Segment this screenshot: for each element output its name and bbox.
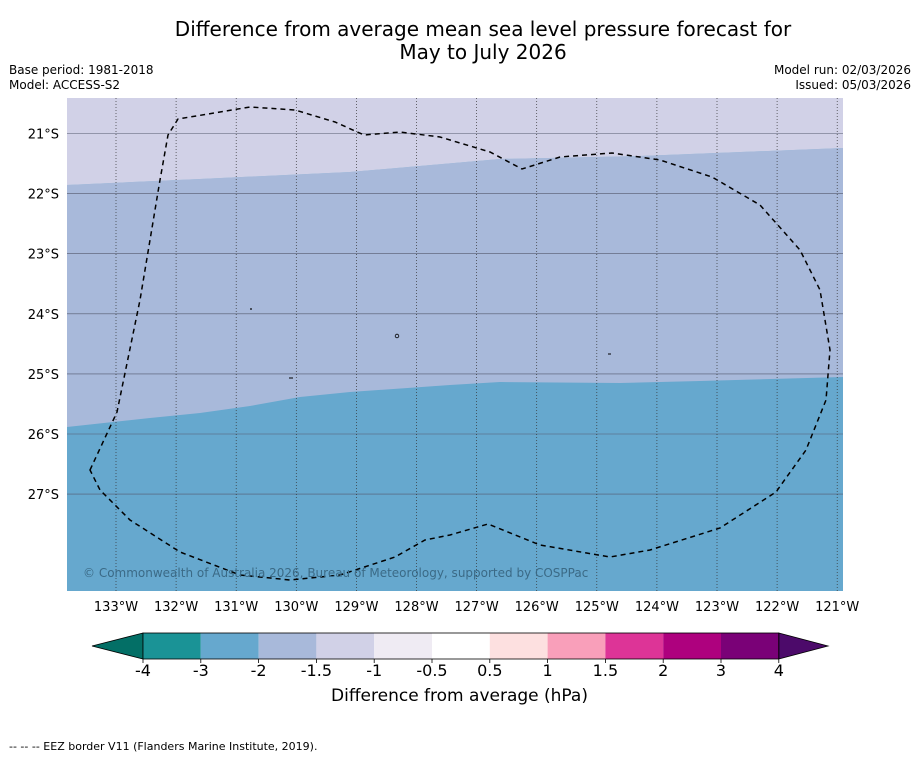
lon-label: 131°W [214, 600, 258, 615]
chart-title: Difference from average mean sea level p… [0, 18, 919, 64]
footnote: -- -- -- EEZ border V11 (Flanders Marine… [9, 740, 318, 753]
colorbar-segment [258, 633, 317, 659]
chart-title-line2: May to July 2026 [399, 40, 567, 64]
colorbar-tick-label: 1 [543, 661, 553, 680]
colorbar-segment [605, 633, 664, 659]
gridlines [67, 98, 843, 591]
lon-label: 133°W [94, 600, 138, 615]
lat-label: 21°S [28, 128, 59, 143]
lon-label: 130°W [274, 600, 318, 615]
lat-label: 23°S [28, 248, 59, 263]
longitude-labels: 133°W 132°W 131°W 130°W 129°W 128°W 127°W 126°W… [94, 600, 860, 615]
colorbar-segment [547, 633, 606, 659]
lon-label: 129°W [334, 600, 378, 615]
colorbar-tick-label: -0.5 [416, 661, 447, 680]
colorbar-segment [143, 633, 201, 659]
colorbar-tick-label: -1.5 [301, 661, 332, 680]
meta-right: Model run: 02/03/2026 Issued: 05/03/2026 [774, 63, 911, 93]
colorbar-tick-label: -3 [193, 661, 209, 680]
colorbar-over-arrow [778, 632, 830, 660]
lon-label: 124°W [635, 600, 679, 615]
lon-label: 132°W [154, 600, 198, 615]
meta-left: Base period: 1981-2018 Model: ACCESS-S2 [9, 63, 154, 93]
model-run: Model run: 02/03/2026 [773, 63, 911, 77]
colorbar-tick-label: 3 [716, 661, 726, 680]
lat-label: 22°S [28, 188, 59, 203]
colorbar-tick-label: 2 [658, 661, 668, 680]
colorbar-tick-label: -4 [135, 661, 151, 680]
chart-title-line1: Difference from average mean sea level p… [174, 17, 792, 41]
lat-label: 25°S [28, 368, 59, 383]
lon-label: 121°W [815, 600, 859, 615]
map-panel: © Commonwealth of Australia 2026, Bureau… [67, 98, 843, 591]
model-name: Model: ACCESS-S2 [9, 78, 121, 92]
colorbar-tick-label: -2 [251, 661, 267, 680]
lon-label: 122°W [755, 600, 799, 615]
copyright-notice: © Commonwealth of Australia 2026, Bureau… [83, 566, 588, 580]
lon-label: 125°W [575, 600, 619, 615]
pressure-band-middle [67, 148, 843, 427]
colorbar-segment [316, 633, 375, 659]
lon-label: 123°W [695, 600, 739, 615]
base-period: Base period: 1981-2018 [9, 63, 154, 77]
colorbar-segment [200, 633, 259, 659]
lat-label: 27°S [28, 488, 59, 503]
colorbar-segment [489, 633, 548, 659]
colorbar-segment [374, 633, 432, 659]
island-marker [250, 308, 252, 310]
issued-date: Issued: 05/03/2026 [795, 78, 911, 92]
colorbar-under-arrow [91, 632, 144, 660]
lon-label: 126°W [515, 600, 559, 615]
lon-label: 127°W [455, 600, 499, 615]
colorbar-tick-label: -1 [366, 661, 382, 680]
colorbar-frame [142, 632, 780, 660]
lat-label: 24°S [28, 308, 59, 323]
colorbar-tick-label: 4 [774, 661, 784, 680]
islands [250, 308, 611, 379]
island-marker [394, 333, 400, 339]
eez-border [89, 106, 831, 581]
colorbar-segment [663, 633, 721, 659]
colorbar-segment [721, 633, 779, 659]
colorbar-tick-label: 0.5 [477, 661, 502, 680]
colorbar: -4 -3 -2 -1.5 -1 -0.5 0.5 1 1.5 2 3 4 [91, 632, 830, 680]
lat-label: 26°S [28, 428, 59, 443]
colorbar-tick-label: 1.5 [593, 661, 618, 680]
latitude-labels: 21°S 22°S 23°S 24°S 25°S 26°S 27°S [28, 128, 59, 504]
colorbar-title: Difference from average (hPa) [331, 686, 588, 706]
lon-label: 128°W [394, 600, 438, 615]
colorbar-segment [432, 633, 490, 659]
